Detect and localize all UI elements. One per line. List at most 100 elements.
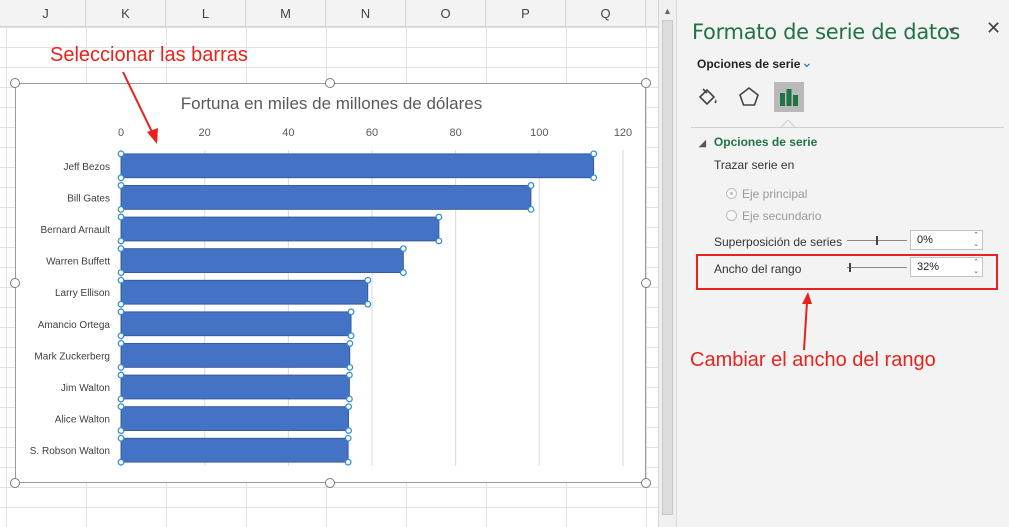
column-header-j[interactable]: J <box>6 0 86 27</box>
chart-resize-handle-ne[interactable] <box>641 78 651 88</box>
overlap-spin-arrows[interactable]: ⌃ ⌄ <box>973 232 979 248</box>
chart-resize-handle-nw[interactable] <box>10 78 20 88</box>
bar[interactable] <box>120 153 595 179</box>
collapse-triangle-icon[interactable]: ◢ <box>699 138 706 148</box>
close-icon[interactable]: ✕ <box>986 18 1002 38</box>
bar[interactable] <box>120 279 369 305</box>
x-tick-label[interactable]: 60 <box>366 127 378 139</box>
bar-selection-handle[interactable] <box>117 150 125 158</box>
bar-selection-handle[interactable] <box>527 182 535 189</box>
column-header-p[interactable]: P <box>486 0 566 27</box>
bar-selection-handle[interactable] <box>117 213 125 221</box>
chart-resize-handle-e[interactable] <box>641 278 651 288</box>
bar-selection-handle[interactable] <box>346 340 354 347</box>
bar[interactable] <box>120 248 404 273</box>
bar-selection-handle[interactable] <box>117 434 125 442</box>
chart-title[interactable]: Fortuna en miles de millones de dólares <box>180 94 483 113</box>
bar-selection-handle[interactable] <box>117 458 125 466</box>
bar-selection-handle[interactable] <box>117 395 125 403</box>
bar-selection-handle[interactable] <box>435 213 443 221</box>
bar-selection-handle[interactable] <box>117 308 125 316</box>
bar-selection-handle[interactable] <box>117 174 125 182</box>
secondary-axis-label[interactable]: Eje secundario <box>742 209 822 223</box>
category-label[interactable]: Alice Walton <box>55 415 110 426</box>
category-label[interactable]: Warren Buffett <box>46 257 110 268</box>
bar-selection-handle[interactable] <box>399 245 407 253</box>
bar-selection-handle[interactable] <box>117 182 125 189</box>
bar-selection-handle[interactable] <box>117 245 125 253</box>
gap-width-slider-thumb[interactable] <box>849 263 851 272</box>
chart-resize-handle-s[interactable] <box>325 478 335 488</box>
x-tick-label[interactable]: 120 <box>614 127 632 139</box>
bar-selection-handle[interactable] <box>347 308 355 316</box>
column-header-n[interactable]: N <box>326 0 406 27</box>
category-label[interactable]: Bernard Arnault <box>41 225 111 236</box>
bar-selection-handle[interactable] <box>117 269 125 276</box>
x-tick-label[interactable]: 0 <box>118 127 124 139</box>
fill-line-tab[interactable] <box>693 82 723 112</box>
overlap-slider-thumb[interactable] <box>876 236 878 245</box>
category-label[interactable]: Amancio Ortega <box>38 320 111 331</box>
bar-selection-handle[interactable] <box>364 276 372 284</box>
column-header-q[interactable]: Q <box>566 0 646 27</box>
bar-selection-handle[interactable] <box>117 403 125 411</box>
bar-selection-handle[interactable] <box>346 371 353 379</box>
series-options-dropdown[interactable]: Opciones de serie <box>697 57 801 71</box>
bar[interactable] <box>120 374 350 400</box>
bar[interactable] <box>120 216 440 242</box>
bar-selection-handle[interactable] <box>117 363 125 371</box>
column-header-k[interactable]: K <box>86 0 166 27</box>
bar-selection-handle[interactable] <box>117 340 125 347</box>
bar[interactable] <box>120 343 351 368</box>
bar[interactable] <box>120 311 352 337</box>
chevron-down-icon[interactable]: ⌄ <box>801 54 813 70</box>
x-tick-label[interactable]: 40 <box>282 127 294 139</box>
category-label[interactable]: Mark Zuckerberg <box>34 351 110 362</box>
bar-selection-handle[interactable] <box>117 371 125 379</box>
bar-selection-handle[interactable] <box>344 458 352 466</box>
category-label[interactable]: S. Robson Walton <box>30 446 110 457</box>
gap-width-slider[interactable] <box>847 267 907 268</box>
bar-selection-handle[interactable] <box>117 237 125 245</box>
bar-selection-handle[interactable] <box>117 276 125 284</box>
column-header-m[interactable]: M <box>246 0 326 27</box>
bar-selection-handle[interactable] <box>117 332 125 340</box>
series-options-tab[interactable] <box>774 82 804 112</box>
primary-axis-label[interactable]: Eje principal <box>742 187 808 201</box>
bar[interactable] <box>120 406 349 431</box>
bar-selection-handle[interactable] <box>346 363 354 371</box>
category-label[interactable]: Bill Gates <box>67 193 110 204</box>
category-label[interactable]: Jim Walton <box>61 383 110 394</box>
vertical-scrollbar[interactable]: ▲ <box>658 0 676 527</box>
x-tick-label[interactable]: 20 <box>199 127 211 139</box>
chart-plot[interactable]: 0 20 40 60 80 100 120 Jeff Bezos Bill Gates Berna… <box>16 84 647 484</box>
chart-resize-handle-se[interactable] <box>641 478 651 488</box>
bar-selection-handle[interactable] <box>117 300 125 308</box>
column-header-o[interactable]: O <box>406 0 486 27</box>
category-label[interactable]: Jeff Bezos <box>63 162 110 173</box>
x-tick-label[interactable]: 80 <box>450 127 462 139</box>
bar-selection-handle[interactable] <box>527 205 535 213</box>
secondary-axis-radio[interactable] <box>726 210 737 221</box>
column-header-l[interactable]: L <box>166 0 246 27</box>
bar-selection-handle[interactable] <box>117 205 125 213</box>
pane-options-icon[interactable]: ▼ <box>947 26 957 37</box>
gap-width-spinner[interactable]: 32% ⌃ ⌄ <box>910 257 983 277</box>
primary-axis-radio[interactable] <box>726 188 737 199</box>
bar-selection-handle[interactable] <box>347 332 355 340</box>
chart-resize-handle-n[interactable] <box>325 78 335 88</box>
bar-chart[interactable]: Fortuna en miles de millones de dólares … <box>15 83 646 483</box>
scroll-up-icon[interactable]: ▲ <box>663 6 672 16</box>
x-tick-label[interactable]: 100 <box>530 127 548 139</box>
gap-width-value[interactable]: 32% <box>917 261 940 273</box>
bar[interactable] <box>120 437 349 463</box>
chart-resize-handle-w[interactable] <box>10 278 20 288</box>
effects-tab[interactable] <box>734 82 764 112</box>
bar-selection-handle[interactable] <box>435 237 443 245</box>
overlap-value[interactable]: 0% <box>917 234 933 246</box>
section-series-options[interactable]: ◢ Opciones de serie <box>699 135 817 149</box>
gap-width-spin-arrows[interactable]: ⌃ ⌄ <box>973 259 979 275</box>
bar-selection-handle[interactable] <box>345 403 352 411</box>
category-label[interactable]: Larry Ellison <box>55 288 110 299</box>
bar-selection-handle[interactable] <box>117 427 125 434</box>
